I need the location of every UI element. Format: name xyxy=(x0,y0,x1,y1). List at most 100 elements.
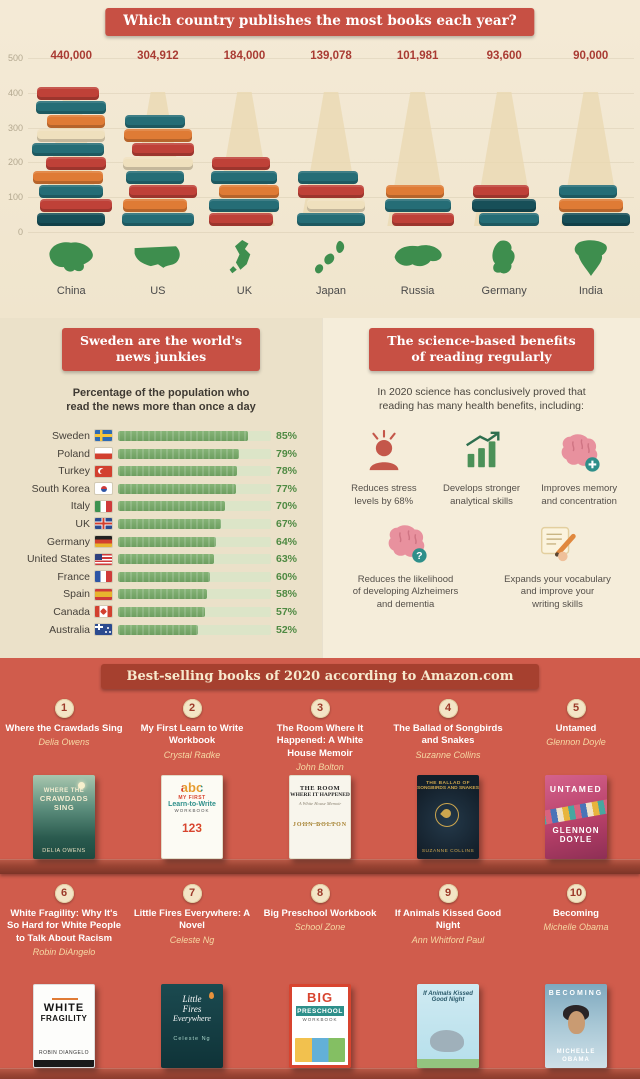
book-author: John Bolton xyxy=(296,762,344,773)
stacked-book xyxy=(124,115,185,128)
book-stack-japan xyxy=(288,74,375,226)
book-stack-china xyxy=(28,74,115,226)
news-row: France 60% xyxy=(4,568,312,586)
bar-track xyxy=(118,589,271,600)
stacked-book xyxy=(212,157,271,170)
benefit-vocabulary: Expands your vocabulary and improve your… xyxy=(497,519,619,612)
book-author: Robin DiAngelo xyxy=(32,947,96,958)
stacked-book xyxy=(297,213,366,226)
book-author: School Zone xyxy=(294,922,346,933)
stacked-book xyxy=(33,171,104,184)
country-label: UK xyxy=(75,517,90,530)
book-title: Untamed xyxy=(555,723,597,734)
column-india: 90,000 India xyxy=(547,50,634,297)
stacked-book xyxy=(122,199,187,212)
bar-chart-growth-icon xyxy=(459,428,505,479)
news-row: Poland 79% xyxy=(4,445,312,463)
benefits-row-1: Reduces stress levels by 68% Develops st… xyxy=(323,428,640,509)
germany-map-icon xyxy=(477,232,531,284)
news-junkies-title: Sweden are the world's news junkies xyxy=(61,328,261,371)
value-label: 184,000 xyxy=(223,50,266,62)
bar-value: 52% xyxy=(276,623,298,636)
stacked-book xyxy=(558,185,617,198)
stacked-book xyxy=(385,185,444,198)
book-cover-learn-to-write: abc MY FIRST Learn-to-Write WORKBOOK 123 xyxy=(161,775,223,859)
stacked-book xyxy=(39,185,104,198)
news-row: South Korea 77% xyxy=(4,480,312,498)
book-item-7: 7 Little Fires Everywhere: A Novel Celes… xyxy=(128,878,256,1068)
stacked-book xyxy=(47,115,106,128)
country-label: United States xyxy=(26,553,90,566)
stacked-book xyxy=(209,199,280,212)
column-germany: 93,600 Germany xyxy=(461,50,548,297)
bestsellers-section: Best-selling books of 2020 according to … xyxy=(0,658,640,1079)
stacked-book xyxy=(384,199,451,212)
y-tick: 100 xyxy=(7,192,23,203)
y-tick: 0 xyxy=(17,227,23,237)
value-label: 440,000 xyxy=(50,50,93,62)
bar-value: 60% xyxy=(276,570,298,583)
value-label: 304,912 xyxy=(137,50,179,62)
stacked-book xyxy=(40,199,113,212)
book-author: Michelle Obama xyxy=(543,922,609,933)
book-item-3: 3 The Room Where It Happened: A White Ho… xyxy=(256,693,384,859)
bar-track xyxy=(118,466,271,477)
news-bar-chart: Sweden 85% Poland 79% Turkey 78% xyxy=(0,427,322,638)
book-author: Delia Owens xyxy=(38,737,90,748)
china-map-icon xyxy=(44,232,98,284)
benefits-title: The science-based benefits of reading re… xyxy=(369,328,594,371)
bar-track xyxy=(118,430,271,441)
news-row: Canada 57% xyxy=(4,603,312,621)
stacked-book xyxy=(473,185,530,198)
country-label: Russia xyxy=(400,285,435,297)
country-label: UK xyxy=(236,285,253,297)
bar-track xyxy=(118,483,271,494)
russia-map-icon xyxy=(391,232,445,284)
bookshelf-row-2: 6 White Fragility: Why It's So Hard for … xyxy=(0,878,640,1068)
benefits-intro: In 2020 science has conclusively proved … xyxy=(377,385,586,413)
bar-fill xyxy=(118,466,238,477)
country-label: Germany xyxy=(481,285,527,297)
australia-flag-icon xyxy=(95,624,112,636)
y-tick: 200 xyxy=(7,157,23,168)
rank-badge: 2 xyxy=(182,699,202,718)
bar-fill xyxy=(118,571,210,582)
book-stack-russia xyxy=(374,74,461,226)
bar-value: 85% xyxy=(276,429,298,442)
column-russia: 101,981 Russia xyxy=(374,50,461,297)
stacked-book xyxy=(209,213,274,226)
y-axis: 500 400 300 200 100 0 xyxy=(0,53,26,237)
svg-text:?: ? xyxy=(416,550,422,562)
stacked-book xyxy=(123,129,192,142)
country-label: Germany xyxy=(46,535,90,548)
book-title: My First Learn to Write Workbook xyxy=(140,723,244,747)
value-label: 139,078 xyxy=(310,50,352,62)
book-title: The Ballad of Songbirds and Snakes xyxy=(393,723,503,747)
book-item-2: 2 My First Learn to Write Workbook Cryst… xyxy=(128,693,256,859)
stacked-book xyxy=(219,185,280,198)
reading-benefits-panel: The science-based benefits of reading re… xyxy=(322,318,640,658)
poland-flag-icon xyxy=(95,448,112,460)
benefit-memory: Improves memory and concentration xyxy=(530,428,628,509)
book-item-6: 6 White Fragility: Why It's So Hard for … xyxy=(0,878,128,1068)
italy-flag-icon xyxy=(95,500,112,512)
bar-track xyxy=(118,536,271,547)
book-item-4: 4 The Ballad of Songbirds and Snakes Suz… xyxy=(384,693,512,859)
book-item-10: 10 Becoming Michelle Obama BECOMING MICH… xyxy=(512,878,640,1068)
rank-badge: 3 xyxy=(310,699,330,718)
bar-value: 58% xyxy=(276,588,298,601)
canada-flag-icon xyxy=(95,606,112,618)
news-junkies-panel: Sweden are the world's news junkies Perc… xyxy=(0,318,322,658)
us-map-icon xyxy=(131,232,185,284)
bar-fill xyxy=(118,518,221,529)
country-label: South Korea xyxy=(31,482,90,495)
book-item-8: 8 Big Preschool Workbook School Zone BIG… xyxy=(256,878,384,1068)
book-title: Big Preschool Workbook xyxy=(263,908,377,919)
bar-value: 64% xyxy=(276,535,298,548)
bar-track xyxy=(118,554,271,565)
stacked-book xyxy=(37,213,106,226)
india-map-icon xyxy=(564,232,618,284)
stacked-book xyxy=(298,171,359,184)
bar-fill xyxy=(118,430,249,441)
news-junkies-subtitle: Percentage of the population who read th… xyxy=(66,386,256,414)
